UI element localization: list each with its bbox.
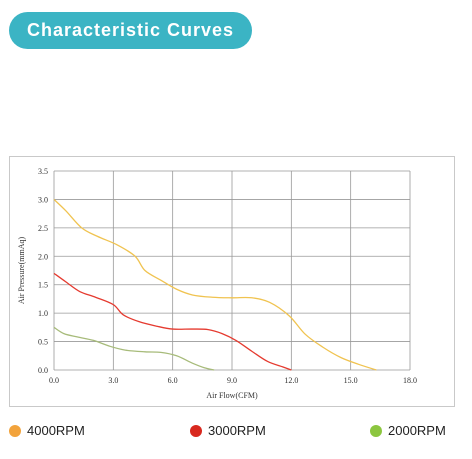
legend-dot-2000rpm [370, 424, 382, 437]
x-tick-label: 12.0 [284, 376, 298, 385]
legend-label-3000rpm: 3000RPM [208, 423, 266, 438]
legend-dot-4000rpm [9, 424, 21, 437]
legend-item-3000rpm: 3000RPM [190, 423, 266, 438]
series-line-2000rpm [53, 326, 215, 371]
y-axis-label: Air Pressure(mmAq) [17, 237, 26, 305]
legend-item-2000rpm: 2000RPM [370, 423, 446, 438]
legend-item-4000rpm: 4000RPM [9, 423, 85, 438]
legend-dot-3000rpm [190, 424, 202, 437]
series-line-4000rpm [53, 198, 377, 371]
y-tick-label: 3.5 [38, 167, 48, 176]
x-tick-label: 9.0 [227, 376, 237, 385]
y-tick-label: 1.0 [38, 309, 48, 318]
characteristic-curves-chart: 0.0 3.0 6.0 9.0 12.0 15.0 18.0 0.0 0.5 1.0 1.5 2.0 2… [17, 167, 417, 400]
y-tick-label: 2.0 [38, 252, 48, 261]
x-tick-label: 6.0 [168, 376, 178, 385]
x-axis-label: Air Flow(CFM) [206, 391, 258, 400]
chart-frame: 0.0 3.0 6.0 9.0 12.0 15.0 18.0 0.0 0.5 1.0 1.5 2.0 2… [9, 156, 455, 407]
x-tick-label: 15.0 [344, 376, 358, 385]
y-tick-label: 0.0 [38, 366, 48, 375]
y-tick-label: 2.5 [38, 224, 48, 233]
y-tick-label: 1.5 [38, 281, 48, 290]
x-tick-label: 0.0 [49, 376, 59, 385]
page-title: Characteristic Curves [9, 12, 252, 49]
chart-legend: 4000RPM 3000RPM 2000RPM [0, 423, 472, 441]
series-line-3000rpm [53, 272, 292, 371]
x-tick-label: 18.0 [403, 376, 417, 385]
y-tick-label: 3.0 [38, 195, 48, 204]
legend-label-2000rpm: 2000RPM [388, 423, 446, 438]
x-tick-label: 3.0 [108, 376, 118, 385]
y-tick-label: 0.5 [38, 338, 48, 347]
legend-label-4000rpm: 4000RPM [27, 423, 85, 438]
